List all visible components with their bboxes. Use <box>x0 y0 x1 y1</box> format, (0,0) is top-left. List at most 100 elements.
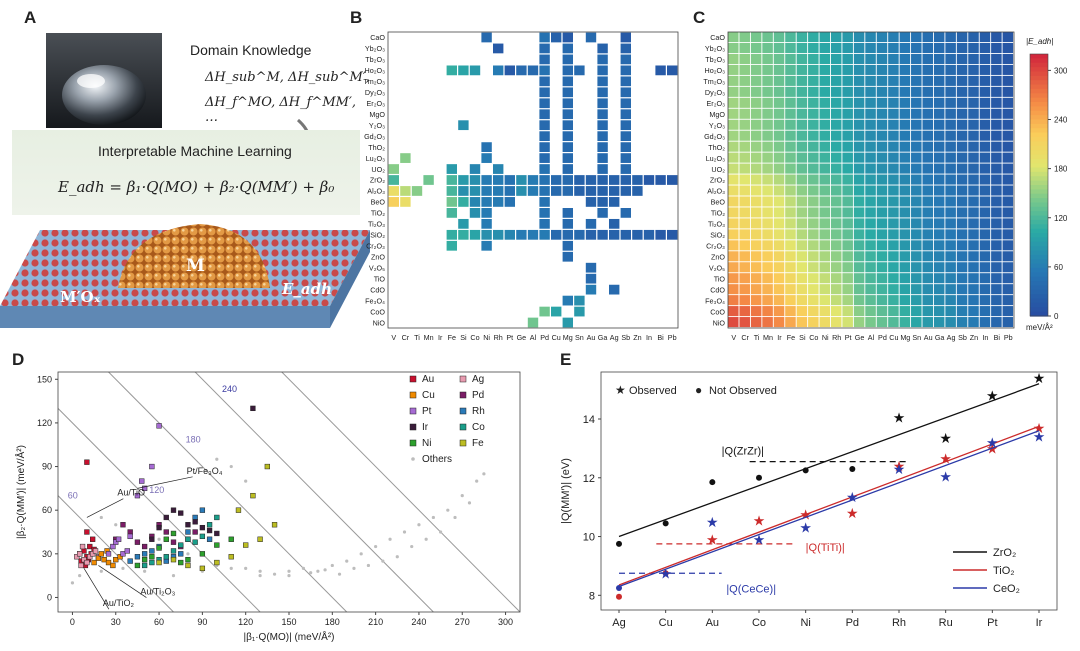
heatmap-b-cell <box>458 120 469 131</box>
iso-line <box>107 372 348 612</box>
heatmap-c-cell <box>762 42 773 54</box>
point-ni <box>199 551 206 557</box>
colorbar-segment <box>1030 202 1048 208</box>
heatmap-c-cell <box>933 53 945 64</box>
heatmap-c-cell <box>819 119 831 130</box>
point-co <box>199 533 206 540</box>
heatmap-c-cell <box>956 64 968 75</box>
point-pt <box>124 548 130 554</box>
heatmap-c-cell <box>956 108 968 119</box>
point-others <box>99 515 103 520</box>
heatmap-c-cell <box>728 152 739 163</box>
heatmap-c-cell <box>865 130 876 141</box>
heatmap-c-cell <box>991 119 1002 130</box>
colorbar-segment <box>1030 246 1048 252</box>
colorbar-segment <box>1030 276 1048 282</box>
heatmap-c-cell <box>991 75 1002 86</box>
heatmap-c-cell <box>1002 284 1014 295</box>
heatmap-b-cell <box>446 229 457 240</box>
heatmap-c-ytick: TiO <box>714 274 726 283</box>
heatmap-c-cell <box>785 273 796 284</box>
heatmap-c-ytick: CaO <box>710 33 725 42</box>
heatmap-c-cell <box>830 306 842 317</box>
heatmap-c-cell <box>762 207 773 218</box>
heatmap-c-cell <box>1002 273 1014 284</box>
point-ag <box>81 556 87 563</box>
heatmap-c-cell <box>956 262 968 273</box>
heatmap-b-ytick: BeO <box>371 198 386 207</box>
point-others <box>330 563 334 568</box>
heatmap-c-cell <box>808 218 819 229</box>
heatmap-c-cell <box>773 306 785 317</box>
colorbar-segment <box>1030 307 1048 313</box>
x-tick-label: 300 <box>498 617 513 627</box>
heatmap-c-cell <box>750 152 762 163</box>
heatmap-c-cell <box>819 273 831 284</box>
y-tick-label: 150 <box>37 374 52 384</box>
heatmap-b-cell <box>632 229 643 240</box>
heatmap-c-ytick: Er₂O₃ <box>707 99 726 108</box>
heatmap-c-cell <box>922 152 934 163</box>
heatmap-b-cell <box>469 229 481 240</box>
annotation-label: Au/Ti₂O₃ <box>140 587 175 597</box>
heatmap-c-cell <box>991 108 1002 119</box>
colorbar-segment <box>1030 167 1048 173</box>
heatmap-c-cell <box>785 207 796 218</box>
x-tick-label: Cu <box>659 617 673 629</box>
point-pt <box>127 533 133 540</box>
heatmap-c-cell <box>796 185 808 196</box>
point-rh <box>149 548 155 554</box>
colorbar-segment <box>1030 285 1048 291</box>
heatmap-c-cell <box>968 53 979 64</box>
heatmap-c-cell <box>762 196 773 207</box>
heatmap-b-cell <box>620 153 631 163</box>
heatmap-b-cell <box>597 175 608 185</box>
heatmap-b-cell <box>632 186 643 196</box>
point-others <box>114 523 118 527</box>
iso-line <box>281 372 520 612</box>
heatmap-c-cell <box>728 53 739 64</box>
point-observed: ★ <box>706 531 719 547</box>
scatter-e-frame <box>600 371 1058 611</box>
heatmap-c-ytick: Tb₂O₃ <box>705 55 725 64</box>
colorbar-segment <box>1030 150 1048 156</box>
heatmap-c-xtick: Si <box>799 333 806 342</box>
heatmap-b-cell <box>388 175 399 185</box>
heatmap-b-cell <box>562 208 573 218</box>
heatmap-c-cell <box>773 42 785 54</box>
heatmap-c-cell <box>830 53 842 64</box>
heatmap-c-cell <box>750 273 762 284</box>
point-ni <box>214 542 220 548</box>
heatmap-c-cell <box>728 273 739 284</box>
heatmap-c-cell <box>956 53 968 64</box>
heatmap-c-cell <box>956 152 968 163</box>
colorbar-segment <box>1030 171 1048 177</box>
colorbar-segment <box>1030 88 1048 94</box>
heatmap-b-cell <box>597 54 608 65</box>
heatmap-b-ytick: Y₂O₃ <box>369 121 385 130</box>
colorbar-segment <box>1030 193 1048 199</box>
heatmap-c-cell <box>1002 207 1014 218</box>
x-tick-label: 0 <box>70 617 75 627</box>
heatmap-c-cell <box>796 262 808 273</box>
point-au <box>81 548 87 554</box>
heatmap-c-cell <box>728 75 739 86</box>
colorbar-segment <box>1030 228 1048 234</box>
heatmap-c-cell <box>1002 251 1014 262</box>
point-rh <box>134 554 141 560</box>
iml-band <box>12 130 360 215</box>
heatmap-c-ytick: Y₂O₃ <box>709 121 725 130</box>
heatmap-c-cell <box>899 196 911 207</box>
heatmap-c-cell <box>728 295 739 306</box>
heatmap-c-cell <box>830 42 842 54</box>
heatmap-c-cell <box>796 317 808 328</box>
iso-line-label: 240 <box>222 384 237 394</box>
heatmap-c-cell <box>865 284 876 295</box>
point-others <box>453 515 457 520</box>
heatmap-c-cell <box>728 119 739 130</box>
heatmap-c-cell <box>830 262 842 273</box>
heatmap-c-cell <box>991 64 1002 75</box>
heatmap-b-ytick: Gd₂O₃ <box>364 132 385 141</box>
heatmap-c-cell <box>945 207 956 218</box>
heatmap-c-cell <box>773 141 785 152</box>
